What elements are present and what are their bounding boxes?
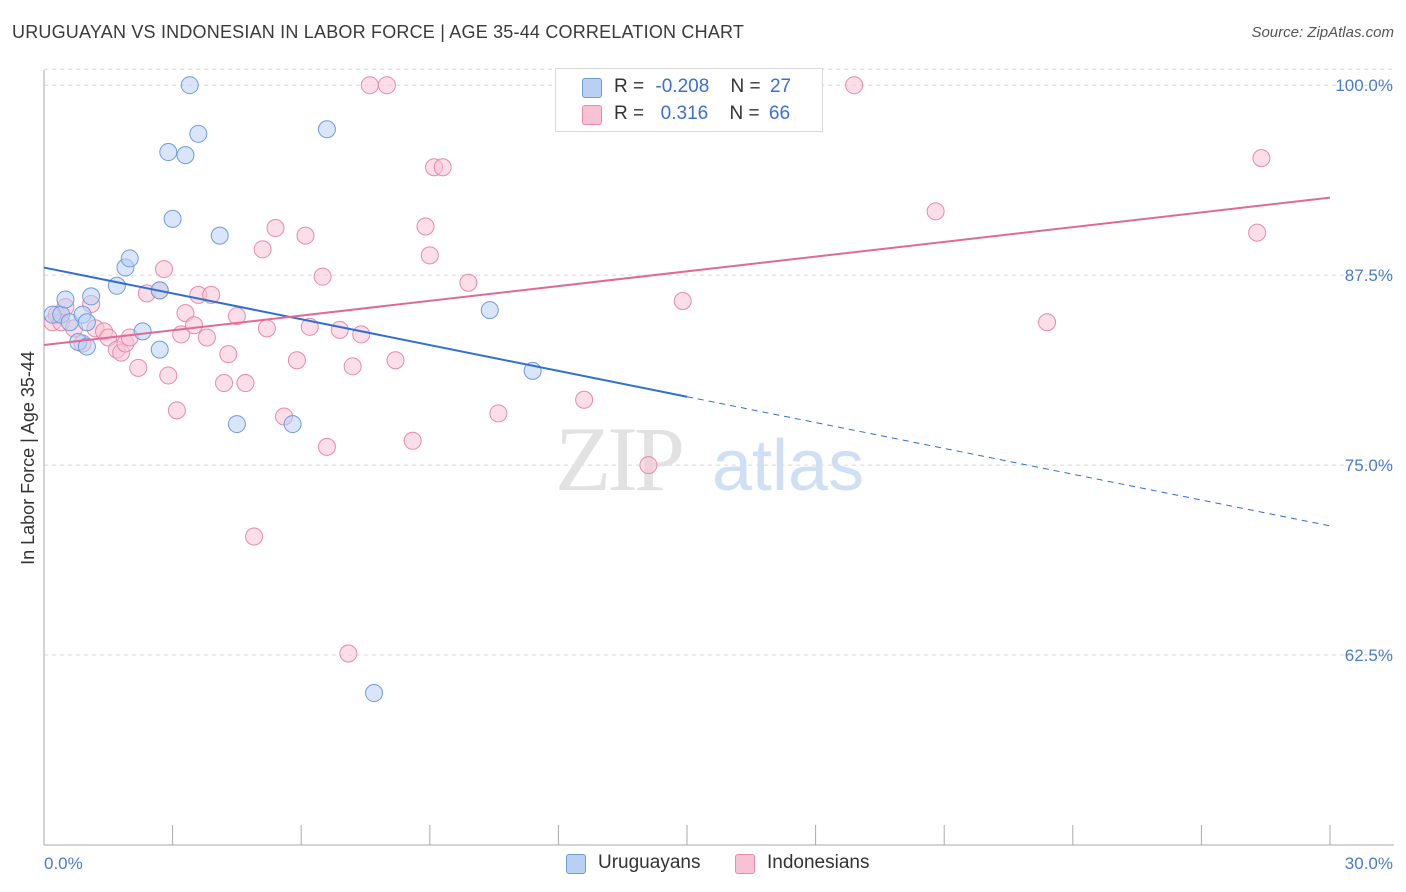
indonesian-point-21 xyxy=(176,304,195,323)
indonesian-point-48 xyxy=(416,217,435,236)
uruguayan-point-8 xyxy=(82,287,101,306)
y-tick-label-1: 75.0% xyxy=(1345,456,1393,475)
uruguayan-point-7 xyxy=(77,337,96,356)
indonesian-point-33 xyxy=(266,219,285,238)
r-label: R = xyxy=(614,103,645,124)
r-label: R = xyxy=(614,76,645,97)
uruguayan-point-23 xyxy=(317,120,336,139)
source-label: Source: ZipAtlas.com xyxy=(1251,24,1394,41)
x-tick-label-1: 30.0% xyxy=(1345,854,1393,873)
uruguayan-point-22 xyxy=(283,415,302,434)
indonesian-point-47 xyxy=(403,431,422,450)
n-label: N = xyxy=(730,76,761,97)
indonesian-point-46 xyxy=(386,351,405,370)
indonesian-point-24 xyxy=(197,328,216,347)
indonesian-point-42 xyxy=(343,357,362,376)
indonesian-point-40 xyxy=(330,320,349,339)
indonesians-legend-swatch-icon xyxy=(735,854,755,874)
indonesian-point-36 xyxy=(296,226,315,245)
indonesian-point-27 xyxy=(219,345,238,364)
axes xyxy=(43,70,1394,846)
uruguayan-point-19 xyxy=(189,124,208,143)
y-tick-label-2: 87.5% xyxy=(1345,266,1393,285)
indonesian-point-30 xyxy=(245,527,264,546)
uruguayan-point-18 xyxy=(180,76,199,95)
uruguayans-swatch-icon xyxy=(582,78,602,98)
uruguayan-point-16 xyxy=(163,209,182,228)
indonesian-point-41 xyxy=(339,644,358,663)
indonesian-point-39 xyxy=(317,437,336,456)
indonesian-point-56 xyxy=(673,291,692,310)
legend-label-uruguayans: Uruguayans xyxy=(598,852,701,873)
n-value-indonesians: 66 xyxy=(768,103,791,124)
indonesians-swatch-icon xyxy=(582,105,602,125)
uruguayan-point-11 xyxy=(120,249,139,268)
indonesian-point-22 xyxy=(185,316,204,335)
data-points xyxy=(43,76,1271,703)
y-tick-label-3: 100.0% xyxy=(1335,76,1393,95)
indonesian-point-52 xyxy=(459,273,478,292)
tick-labels: 62.5% 75.0% 87.5% 100.0% 0.0% 30.0% xyxy=(44,76,1393,873)
indonesian-point-38 xyxy=(313,267,332,286)
indonesian-point-26 xyxy=(215,374,234,393)
uruguayan-trend-line xyxy=(43,266,688,398)
indonesian-point-44 xyxy=(360,76,379,95)
indonesian-point-49 xyxy=(420,246,439,265)
n-value-uruguayans: 27 xyxy=(769,76,792,97)
chart-title: URUGUAYAN VS INDONESIAN IN LABOR FORCE |… xyxy=(12,22,745,42)
indonesian-point-31 xyxy=(253,240,272,259)
n-label: N = xyxy=(729,103,760,124)
r-value-uruguayans: -0.208 xyxy=(655,76,710,97)
indonesian-point-59 xyxy=(1038,313,1057,332)
indonesian-point-51 xyxy=(433,158,452,177)
uruguayan-point-9 xyxy=(107,276,126,295)
watermark-atlas: atlas xyxy=(712,426,864,506)
uruguayan-point-25 xyxy=(480,301,499,320)
indonesian-point-57 xyxy=(845,76,864,95)
indonesian-point-54 xyxy=(575,390,594,409)
uruguayan-point-20 xyxy=(210,226,229,245)
indonesian-point-58 xyxy=(926,202,945,221)
correlation-legend: R = -0.208 N = 27 R = 0.316 N = 66 xyxy=(555,68,823,132)
uruguayans-legend-swatch-icon xyxy=(566,854,586,874)
indonesian-point-61 xyxy=(1252,149,1271,168)
uruguayan-point-13 xyxy=(150,340,169,359)
indonesian-point-45 xyxy=(377,76,396,95)
legend-label-indonesians: Indonesians xyxy=(767,852,870,873)
x-tick-label-0: 0.0% xyxy=(44,854,83,873)
indonesian-point-29 xyxy=(236,374,255,393)
indonesian-point-60 xyxy=(1248,223,1267,242)
indonesian-point-43 xyxy=(352,325,371,344)
indonesian-point-28 xyxy=(227,307,246,326)
indonesian-point-17 xyxy=(155,260,174,279)
watermark: ZIP atlas xyxy=(555,408,864,510)
indonesian-point-18 xyxy=(159,366,178,385)
indonesian-point-53 xyxy=(489,404,508,423)
indonesian-point-35 xyxy=(287,351,306,370)
indonesian-point-25 xyxy=(202,285,221,304)
indonesian-point-14 xyxy=(129,358,148,377)
indonesian-trend-line xyxy=(43,196,1331,347)
indonesian-point-32 xyxy=(257,319,276,338)
uruguayan-point-21 xyxy=(227,415,246,434)
y-axis-label: In Labor Force | Age 35-44 xyxy=(18,351,38,565)
uruguayan-point-24 xyxy=(365,684,384,703)
indonesian-point-19 xyxy=(167,401,186,420)
uruguayan-point-15 xyxy=(159,143,178,162)
trend-lines xyxy=(43,196,1331,527)
y-tick-label-0: 62.5% xyxy=(1345,646,1393,665)
watermark-zip: ZIP xyxy=(555,408,682,510)
indonesian-point-55 xyxy=(639,456,658,475)
grid-lines xyxy=(44,68,1394,656)
r-value-indonesians: 0.316 xyxy=(655,103,709,124)
uruguayan-point-17 xyxy=(176,146,195,165)
uruguayan-point-2 xyxy=(56,290,75,309)
uruguayan-point-6 xyxy=(77,313,96,332)
uruguayan-point-12 xyxy=(133,322,152,341)
